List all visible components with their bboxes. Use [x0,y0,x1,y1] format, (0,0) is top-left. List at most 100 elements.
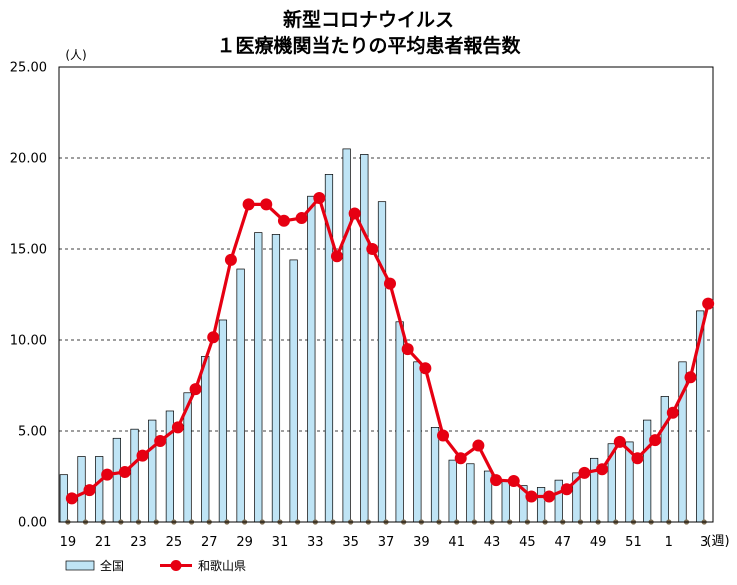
point-wakayama [277,214,290,227]
bar-zenkoku [236,268,245,523]
bar-zenkoku [112,437,121,523]
point-wakayama [419,362,432,375]
point-wakayama [684,371,697,384]
point-wakayama [136,449,149,462]
point-wakayama [490,474,503,487]
x-tick-label: 27 [201,535,218,550]
bar-zenkoku [360,154,369,523]
y-tick-label: 10.00 [10,334,47,349]
bar-zenkoku [395,321,404,523]
x-tick-label: 41 [448,535,465,550]
plot-frame [58,66,714,523]
x-tick-label: 43 [484,535,501,550]
y-tick-label: 25.00 [10,61,47,76]
y-tick-label: 15.00 [10,243,47,258]
bar-zenkoku [201,356,210,523]
point-wakayama [596,463,609,476]
point-wakayama [525,490,538,503]
point-wakayama [401,343,414,356]
x-tick-label: 51 [625,535,642,550]
point-wakayama [224,253,237,266]
y-tick-label: 5.00 [18,425,47,440]
point-wakayama [83,484,96,497]
x-tick-label: 49 [590,535,607,550]
bar-zenkoku [254,232,263,523]
x-tick-label: 23 [130,535,147,550]
x-tick-label: 37 [378,535,395,550]
bar-zenkoku [643,419,652,523]
y-axis-labels: 0.00 5.00 10.00 15.00 20.00 25.00 [10,61,47,531]
x-tick-label: 31 [272,535,289,550]
bar-zenkoku [148,419,157,523]
point-wakayama [613,435,626,448]
point-wakayama [649,434,662,447]
point-wakayama [189,383,202,396]
bar-zenkoku [289,259,298,523]
bar-zenkoku [501,479,510,523]
bar-zenkoku [95,456,104,523]
x-tick-label: 29 [236,535,253,550]
point-wakayama [118,465,131,478]
legend-label-wakayama: 和歌山県 [198,558,246,573]
x-tick-label: 45 [519,535,536,550]
point-wakayama [65,492,78,505]
x-tick-label: 47 [554,535,571,550]
line-series-wakayama [65,192,715,505]
bar-zenkoku [130,428,139,523]
bar-zenkoku [536,487,546,523]
y-axis-unit: (人) [65,48,86,62]
x-tick-label: 35 [342,535,359,550]
chart-title-line2: １医療機関当たりの平均患者報告数 [216,35,521,57]
point-wakayama [154,435,167,448]
x-tick-label: 39 [413,535,430,550]
point-wakayama [702,297,715,310]
point-wakayama [101,468,114,481]
legend: 全国 和歌山県 [65,558,246,573]
point-wakayama [543,490,556,503]
x-tick-label: 1 [665,535,673,550]
bar-zenkoku [430,427,440,523]
point-wakayama [313,192,326,205]
point-wakayama [437,429,450,442]
y-tick-label: 0.00 [18,516,47,531]
point-wakayama [260,198,273,211]
x-tick-label: 21 [95,535,112,550]
x-tick-label: 33 [307,535,324,550]
point-wakayama [242,198,255,211]
bar-zenkoku [271,234,281,523]
point-wakayama [454,452,467,465]
point-wakayama [578,466,591,479]
point-wakayama [295,212,308,225]
bar-zenkoku [377,201,387,523]
x-axis-unit: (週) [706,534,729,549]
point-wakayama [348,207,361,220]
x-tick-label: 19 [60,535,77,550]
x-tick-label: 25 [166,535,183,550]
point-wakayama [507,475,520,488]
bar-zenkoku [218,319,228,523]
point-wakayama [207,331,220,344]
x-axis-labels: 19 21 23 25 27 29 31 33 35 37 39 41 43 45 47 49 51 1 3 [60,535,709,550]
point-wakayama [472,439,485,452]
y-tick-label: 20.00 [10,152,47,167]
bar-zenkoku [466,463,475,523]
point-wakayama [666,406,679,419]
chart-title-line1: 新型コロナウイルス [282,9,454,31]
point-wakayama [171,421,184,434]
bar-zenkoku [307,195,316,523]
bar-zenkoku [448,459,457,523]
x-tick-label: 3 [700,535,708,550]
point-wakayama [366,243,379,255]
point-wakayama [631,452,644,465]
point-wakayama [384,277,396,290]
legend-swatch-wakayama-marker [170,560,182,571]
point-wakayama [560,483,573,496]
bar-zenkoku [413,361,422,523]
bar-zenkoku [342,148,351,523]
bar-zenkoku [554,479,563,523]
point-wakayama [330,250,343,263]
bar-series-zenkoku [59,148,707,525]
legend-swatch-zenkoku [65,560,95,571]
legend-label-zenkoku: 全国 [100,558,124,573]
